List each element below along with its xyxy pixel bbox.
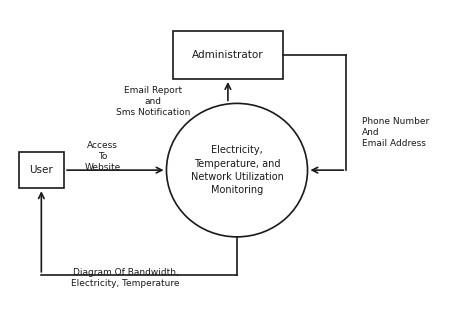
Ellipse shape [166, 103, 308, 237]
Text: Electricity,
Temperature, and
Network Utilization
Monitoring: Electricity, Temperature, and Network Ut… [191, 145, 283, 195]
Text: Email Report
and
Sms Notification: Email Report and Sms Notification [116, 86, 190, 118]
Text: Access
To
Website: Access To Website [85, 141, 121, 172]
Text: Phone Number
And
Email Address: Phone Number And Email Address [362, 117, 429, 148]
Text: Diagram Of Bandwidth,
Electricity, Temperature: Diagram Of Bandwidth, Electricity, Tempe… [71, 268, 180, 288]
Bar [18, 152, 64, 188]
Text: Administrator: Administrator [192, 50, 264, 60]
Bar [173, 31, 283, 79]
Text: User: User [29, 165, 53, 175]
